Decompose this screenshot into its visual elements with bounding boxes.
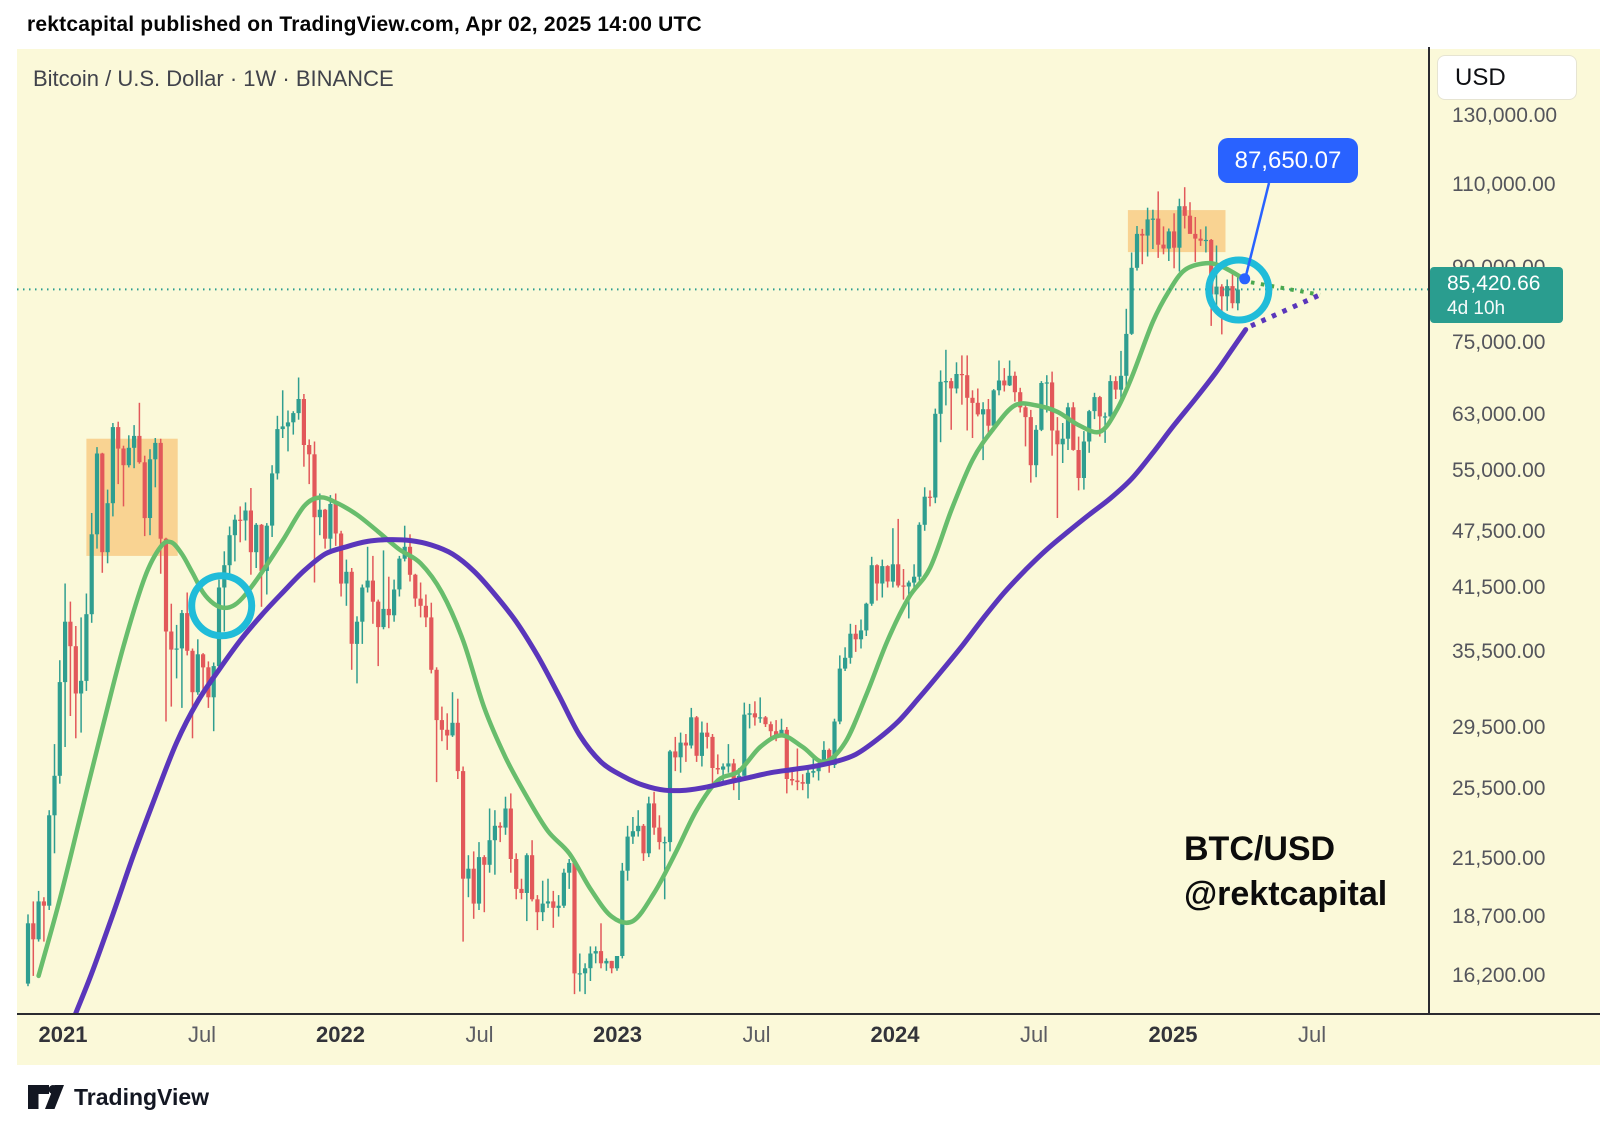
- price-tick-label: 55,000.00: [1452, 459, 1546, 483]
- footer-brand: TradingView: [74, 1083, 210, 1110]
- callout-point[interactable]: [1239, 273, 1251, 285]
- time-tick-label: Jul: [465, 1022, 494, 1047]
- candle-countdown: 4d 10h: [1447, 297, 1506, 319]
- chart-watermark: BTC/USD @rektcapital: [1184, 827, 1387, 917]
- current-price-badge: 85,420.66 4d 10h: [1430, 267, 1563, 323]
- published-line: rektcapital published on TradingView.com…: [27, 12, 702, 36]
- watermark-author: @rektcapital: [1184, 875, 1388, 913]
- chart-background: [17, 49, 1600, 1065]
- time-tick-label: Jul: [742, 1022, 771, 1047]
- time-tick-label: 2024: [870, 1022, 920, 1047]
- price-tick-label: 47,500.00: [1452, 519, 1546, 543]
- highlight-box[interactable]: [86, 438, 178, 556]
- ma-slow-line: [73, 327, 1249, 1014]
- highlight-circle[interactable]: [1205, 256, 1273, 324]
- tradingview-logo-icon: [28, 1085, 64, 1109]
- price-tick-label: 18,700.00: [1452, 904, 1546, 928]
- currency-label: USD: [1455, 63, 1506, 91]
- time-tick-label: Jul: [187, 1022, 217, 1047]
- price-tick-label: 16,200.00: [1452, 963, 1546, 987]
- price-tick-label: 35,500.00: [1452, 639, 1546, 663]
- time-tick-label: Jul: [1298, 1022, 1327, 1047]
- time-tick-label: 2025: [1148, 1022, 1198, 1047]
- price-tick-label: 63,000.00: [1452, 403, 1546, 427]
- price-tick-label: 110,000.00: [1452, 173, 1556, 196]
- projection-dotted-line[interactable]: [1250, 280, 1321, 297]
- watermark-symbol: BTC/USD: [1184, 830, 1336, 868]
- time-tick-label: 2021: [38, 1022, 88, 1047]
- callout-connector: [1244, 182, 1271, 278]
- price-tick-label: 25,500.00: [1452, 776, 1546, 800]
- time-tick-label: 2023: [593, 1022, 642, 1047]
- highlight-circle[interactable]: [188, 572, 256, 640]
- price-callout-label[interactable]: 87,650.07: [1218, 138, 1358, 183]
- price-tick-label: 130,000.00: [1452, 104, 1558, 127]
- time-tick-label: 2022: [316, 1022, 365, 1047]
- time-tick-label: Jul: [1019, 1022, 1049, 1047]
- symbol-title: Bitcoin / U.S. Dollar · 1W · BINANCE: [33, 66, 394, 91]
- price-tick-label: 75,000.00: [1452, 331, 1546, 355]
- candle-series: [25, 187, 1240, 995]
- price-tick-label: 21,500.00: [1452, 847, 1546, 870]
- currency-toggle-button[interactable]: USD: [1437, 55, 1577, 100]
- projection-dotted-line[interactable]: [1249, 292, 1322, 329]
- current-price-value: 85,420.66: [1447, 271, 1541, 295]
- ma-fast-line: [36, 260, 1244, 979]
- publish-header: rektcapital published on TradingView.com…: [0, 0, 1600, 49]
- footer: TradingView: [0, 1065, 1600, 1129]
- price-tick-label: 29,500.00: [1452, 716, 1546, 740]
- price-tick-label: 41,500.00: [1452, 575, 1546, 599]
